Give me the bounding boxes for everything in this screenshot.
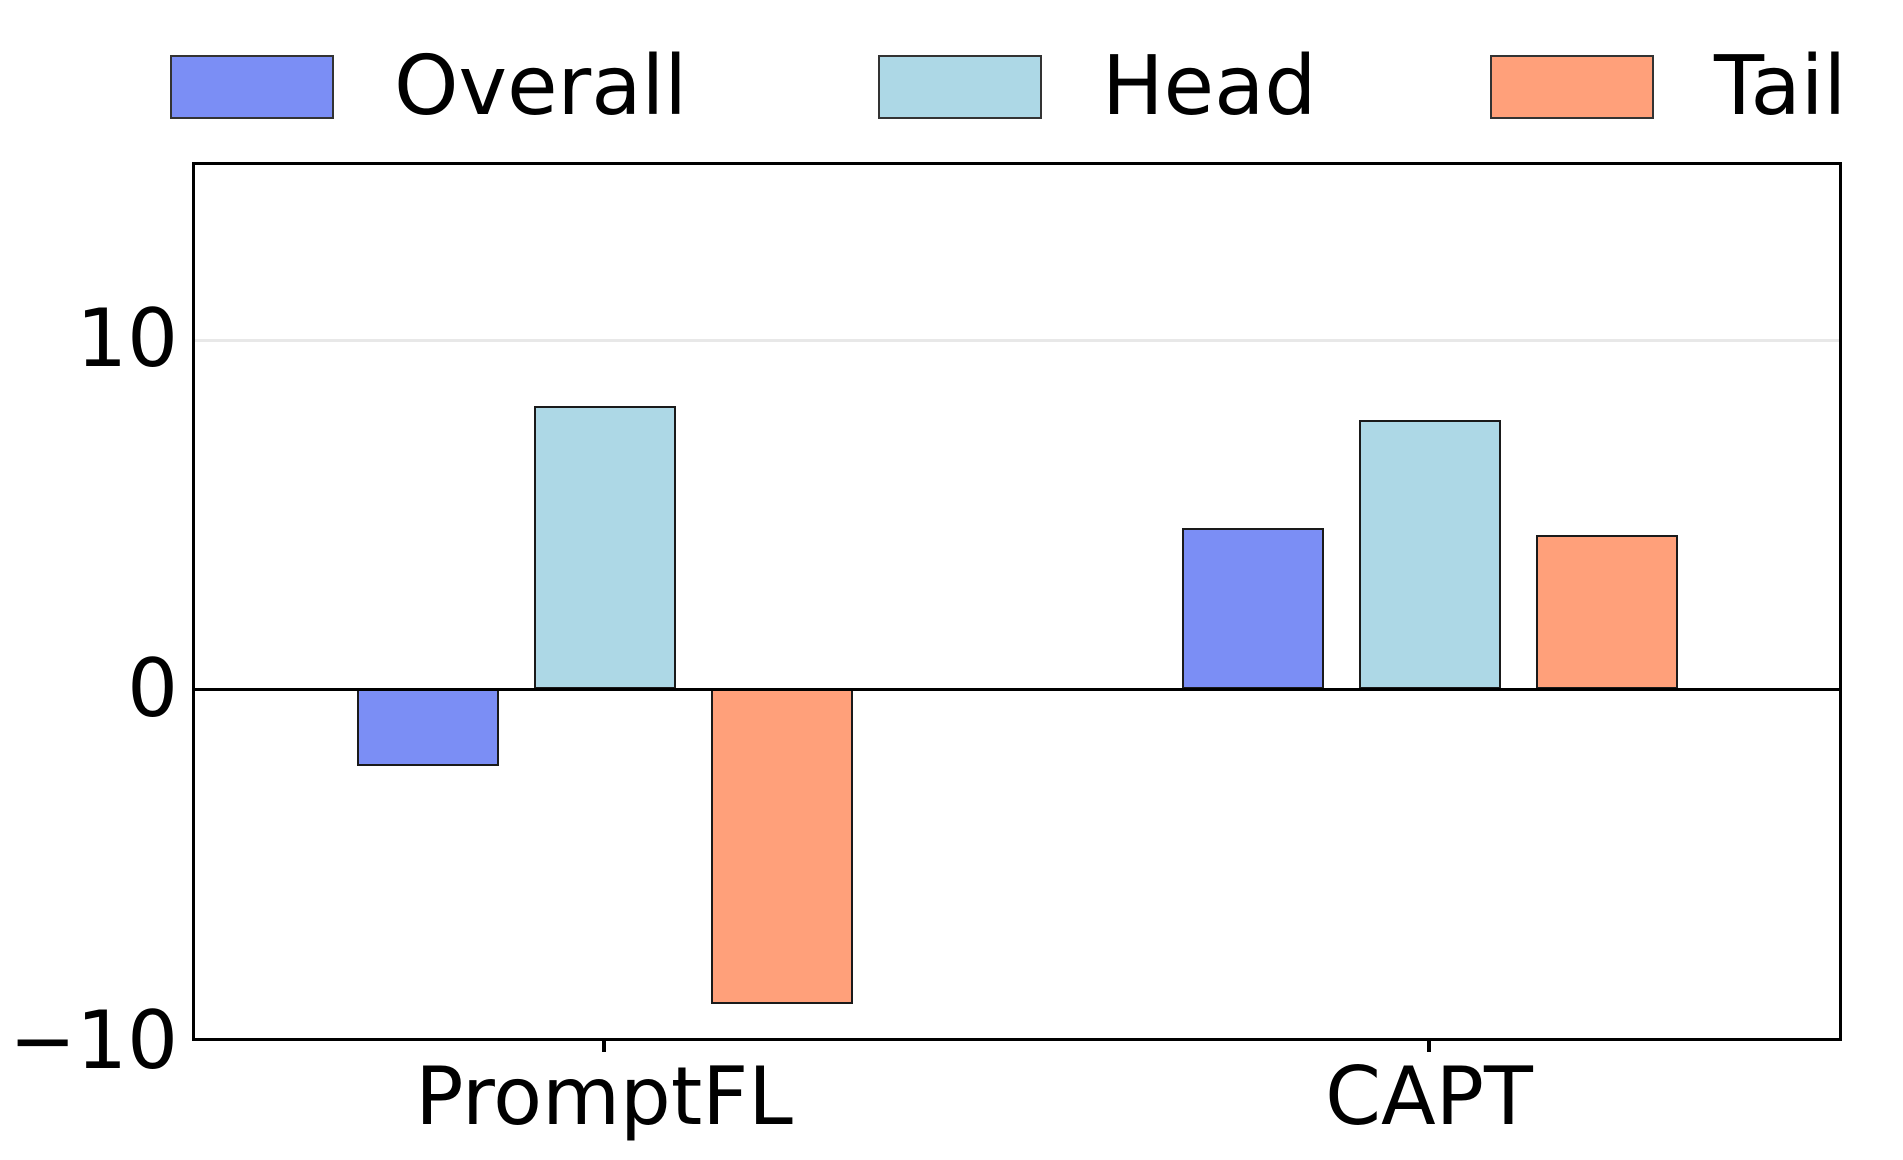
gridline-y10	[195, 339, 1839, 342]
zero-line	[195, 688, 1839, 691]
x-tick-label-capt: CAPT	[1325, 1050, 1533, 1143]
x-tick-label-promptfl: PromptFL	[415, 1050, 793, 1143]
bar-overall-promptfl	[356, 689, 499, 766]
legend-item-tail: Tail	[1490, 42, 1846, 132]
x-tick-mark-promptfl	[602, 1041, 606, 1052]
legend-item-head: Head	[878, 42, 1316, 132]
legend-item-overall: Overall	[170, 42, 687, 132]
legend-swatch-overall-icon	[170, 55, 334, 119]
y-tick-label-neg10: −10	[9, 994, 178, 1087]
legend-label-tail: Tail	[1714, 39, 1847, 134]
bar-head-promptfl	[533, 405, 676, 689]
y-tick-label-10: 10	[76, 292, 178, 385]
bar-head-capt	[1358, 419, 1501, 689]
legend-swatch-head-icon	[878, 55, 1042, 119]
bar-tail-promptfl	[710, 689, 853, 1004]
legend-swatch-tail-icon	[1490, 55, 1654, 119]
bar-tail-capt	[1535, 535, 1678, 689]
legend-label-head: Head	[1102, 39, 1317, 134]
bar-overall-capt	[1181, 528, 1324, 689]
plot-area	[192, 162, 1842, 1041]
y-tick-label-0: 0	[127, 642, 178, 735]
legend-label-overall: Overall	[394, 39, 688, 134]
x-tick-mark-capt	[1427, 1041, 1431, 1052]
